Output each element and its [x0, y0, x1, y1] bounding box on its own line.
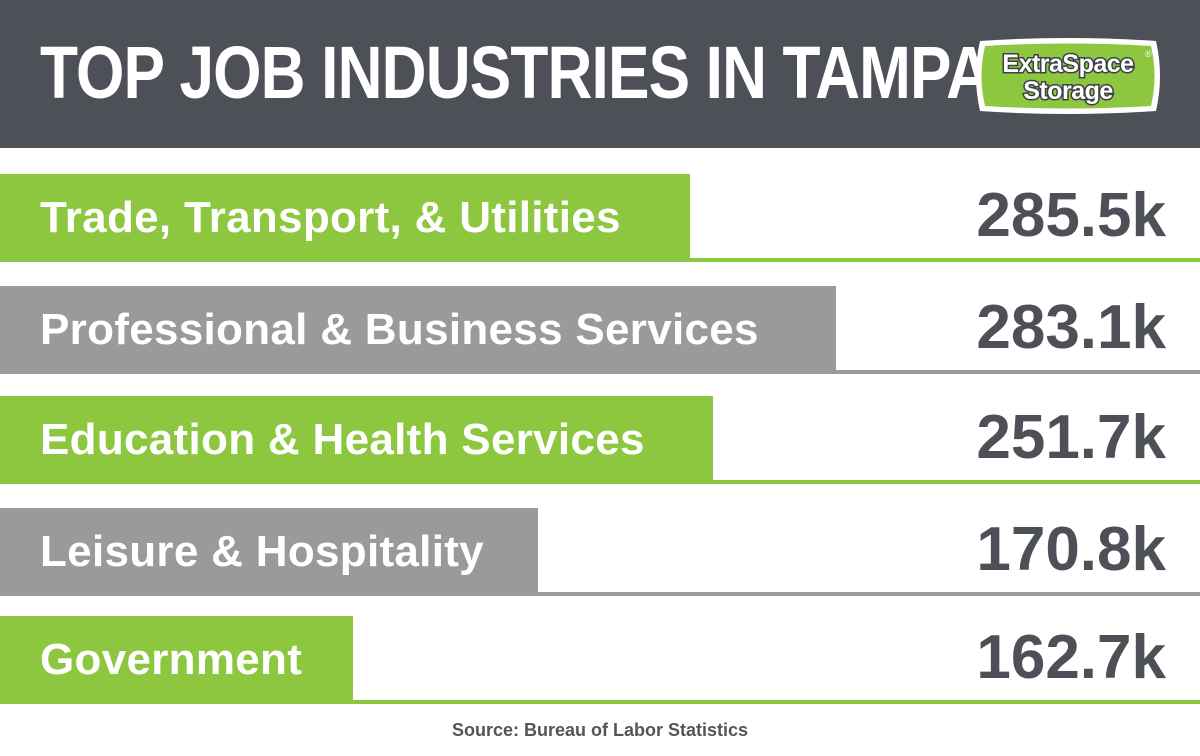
extra-space-storage-logo: ExtraSpace Storage ® [976, 38, 1160, 114]
bar-value-label: 283.1k [976, 293, 1166, 362]
logo-registered-mark: ® [1145, 49, 1152, 59]
bar: Education & Health Services [0, 396, 713, 484]
bar-baseline [0, 592, 1200, 596]
bar-label: Professional & Business Services [40, 305, 759, 354]
logo-line1: ExtraSpace [1002, 50, 1134, 78]
chart-title: TOP JOB INDUSTRIES IN TAMPA [40, 31, 991, 114]
bar-row: Education & Health Services 251.7k [0, 392, 1200, 484]
bar-label: Education & Health Services [40, 415, 645, 464]
bar-value-label: 170.8k [976, 515, 1166, 584]
bar-value-label: 285.5k [976, 181, 1166, 250]
bar: Leisure & Hospitality [0, 508, 538, 596]
header-banner: TOP JOB INDUSTRIES IN TAMPA ExtraSpace S… [0, 0, 1200, 148]
bar: Trade, Transport, & Utilities [0, 174, 690, 262]
bar-label: Government [40, 635, 303, 684]
bar-baseline [0, 700, 1200, 704]
bar-value-label: 162.7k [976, 623, 1166, 692]
bar-label: Leisure & Hospitality [40, 527, 484, 576]
source-note: Source: Bureau of Labor Statistics [451, 720, 749, 740]
bar-row: Leisure & Hospitality 170.8k [0, 504, 1200, 596]
bar: Government [0, 616, 353, 704]
bar-value-label: 251.7k [976, 403, 1166, 472]
bar: Professional & Business Services [0, 286, 836, 374]
bar-row: Professional & Business Services 283.1k [0, 282, 1200, 374]
bar-label: Trade, Transport, & Utilities [40, 193, 621, 242]
logo-line2: Storage [1023, 77, 1113, 105]
bar-row: Trade, Transport, & Utilities 285.5k [0, 170, 1200, 262]
bar-row: Government 162.7k [0, 612, 1200, 704]
